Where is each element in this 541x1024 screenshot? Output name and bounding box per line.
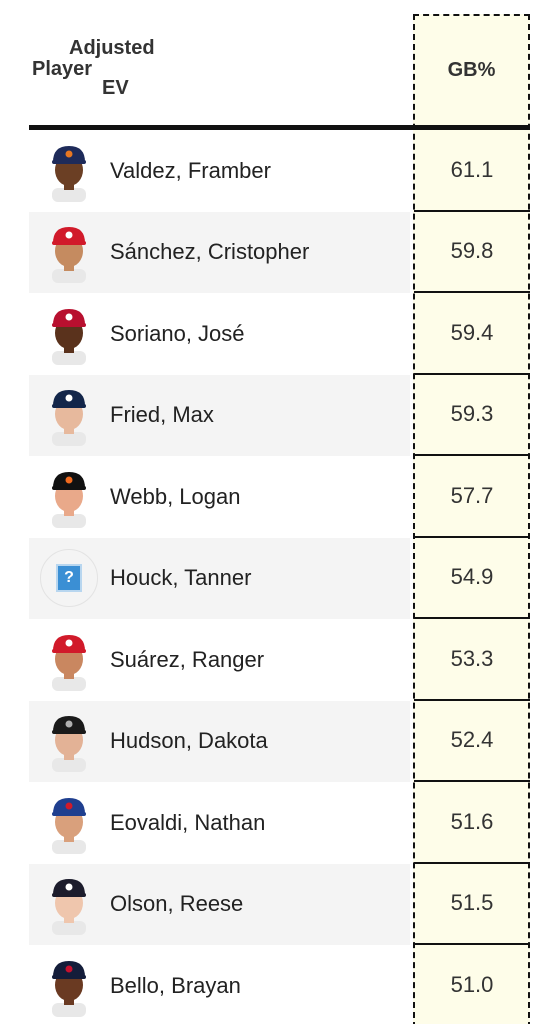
player-headshot [44, 955, 94, 1017]
table-row[interactable]: Bello, Brayan 51.0 [29, 945, 530, 1024]
player-name[interactable]: Valdez, Framber [110, 157, 271, 183]
gb-column-highlight [413, 14, 530, 1024]
player-headshot [44, 710, 94, 773]
player-cell: Bello, Brayan [29, 945, 410, 1024]
player-headshot [44, 466, 94, 528]
player-cell: Sánchez, Cristopher [29, 211, 410, 293]
table-row[interactable]: Suárez, Ranger 53.3 [29, 619, 530, 701]
player-name[interactable]: Bello, Brayan [110, 972, 241, 998]
gb-percent-value: 51.5 [414, 864, 530, 945]
player-headshot [44, 303, 94, 365]
gb-percent-value: 51.0 [414, 945, 530, 1024]
player-cell: Olson, Reese [29, 863, 410, 945]
player-headshot [44, 221, 94, 284]
table-row[interactable]: Sánchez, Cristopher 59.8 [29, 211, 530, 293]
header-player[interactable]: Player [32, 58, 93, 80]
player-name[interactable]: Webb, Logan [110, 483, 241, 509]
header-gb-percent[interactable]: GB% [447, 58, 496, 81]
gb-percent-value: 61.1 [414, 130, 530, 212]
player-cell: Fried, Max [29, 374, 410, 456]
player-name[interactable]: Olson, Reese [110, 891, 244, 917]
gb-percent-value: 57.7 [414, 456, 530, 538]
player-headshot [44, 873, 94, 936]
player-table: Valdez, Framber 61.1 Sánchez, Cristopher 59… [29, 130, 530, 1024]
player-headshot [44, 792, 94, 854]
player-cell: Suárez, Ranger [29, 619, 410, 701]
header-divider [29, 125, 530, 130]
player-cell: Eovaldi, Nathan [29, 782, 410, 864]
table-row[interactable]: Olson, Reese 51.5 [29, 863, 530, 945]
player-headshot [44, 384, 94, 447]
header-adjusted-ev-bottom[interactable]: EV [102, 77, 129, 99]
table-row[interactable]: ? Houck, Tanner 54.9 [29, 537, 530, 619]
player-name[interactable]: Houck, Tanner [110, 565, 252, 591]
unknown-player-icon: ? [40, 547, 98, 609]
player-cell: Valdez, Framber [29, 130, 410, 212]
gb-percent-value: 51.6 [414, 782, 530, 864]
table-row[interactable]: Eovaldi, Nathan 51.6 [29, 782, 530, 864]
player-name[interactable]: Suárez, Ranger [110, 646, 265, 672]
player-cell: ? Houck, Tanner [29, 537, 410, 619]
player-name[interactable]: Sánchez, Cristopher [110, 239, 310, 265]
table-row[interactable]: Valdez, Framber 61.1 [29, 130, 530, 212]
player-name[interactable]: Hudson, Dakota [110, 728, 268, 754]
player-headshot [44, 140, 94, 202]
header-adjusted-ev-top[interactable]: Adjusted [69, 37, 155, 59]
player-cell: Webb, Logan [29, 456, 410, 538]
table-row[interactable]: Hudson, Dakota 52.4 [29, 700, 530, 782]
gb-percent-value: 59.4 [414, 293, 530, 375]
player-headshot [44, 629, 94, 691]
gb-percent-value: 54.9 [414, 538, 530, 619]
player-name[interactable]: Eovaldi, Nathan [110, 809, 266, 835]
gb-percent-value: 52.4 [414, 701, 530, 782]
player-name[interactable]: Fried, Max [110, 402, 214, 428]
player-cell: Hudson, Dakota [29, 700, 410, 782]
gb-percent-value: 59.3 [414, 375, 530, 456]
table-row[interactable]: Webb, Logan 57.7 [29, 456, 530, 538]
player-name[interactable]: Soriano, José [110, 320, 245, 346]
gb-column-top-border [413, 14, 530, 16]
table-row[interactable]: Fried, Max 59.3 [29, 374, 530, 456]
table-row[interactable]: Soriano, José 59.4 [29, 293, 530, 375]
player-cell: Soriano, José [29, 293, 410, 375]
gb-percent-value: 59.8 [414, 212, 530, 293]
gb-percent-value: 53.3 [414, 619, 530, 701]
